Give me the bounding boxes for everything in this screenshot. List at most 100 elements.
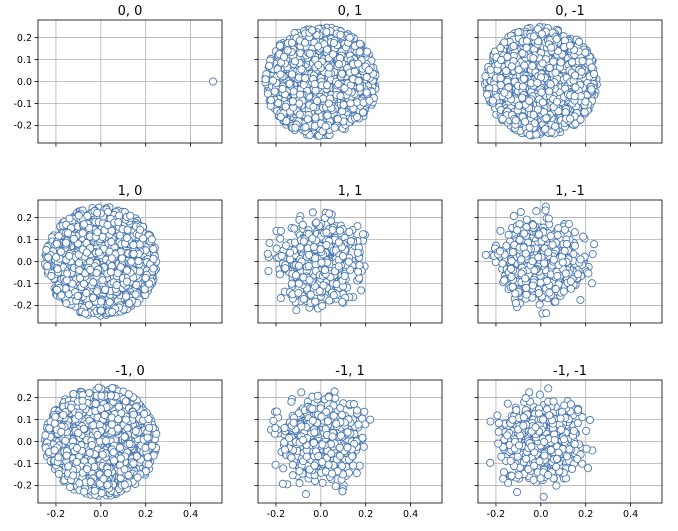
scatter-point [309,102,318,111]
scatter-point [129,240,138,250]
scatter-point [334,262,343,271]
scatter-point [276,70,285,79]
scatter-point [304,250,313,259]
scatter-point [551,297,560,306]
scatter-point [265,238,274,247]
scatter-point [268,76,278,85]
scatter-points [40,203,161,320]
gridlines [38,20,222,143]
scatter-point [496,55,506,65]
y-tick-label: -0.1 [13,99,32,110]
scatter-point [62,299,71,308]
scatter-point [93,228,102,237]
scatter-point [122,292,131,301]
scatter-point [345,227,354,237]
scatter-point [549,255,558,264]
scatter-point [127,257,136,266]
scatter-point [61,238,71,247]
scatter-point [570,228,579,237]
scatter-point [312,218,321,227]
scatter-point [78,229,87,238]
scatter-point [79,220,89,229]
y-tick-label: 0.2 [17,213,32,224]
scatter-point [324,99,333,108]
panel-6: -1, 0-0.2 0.0 0.2 0.40.20.10.0-0.1-0.2 [13,364,223,520]
scatter-point [89,293,98,302]
scatter-point [521,117,530,126]
scatter-point [315,287,324,296]
scatter-point [350,67,359,76]
scatter-point [103,220,112,229]
scatter-point [318,301,327,310]
scatter-point [525,123,534,132]
scatter-point [534,230,544,239]
scatter-point [570,92,579,101]
scatter-point [529,32,538,41]
scatter-point [537,29,546,38]
scatter-point [52,239,61,248]
scatter-point [108,307,117,317]
scatter-point [545,288,554,297]
scatter-point [509,42,518,51]
scatter-point [529,110,538,119]
scatter-point [355,39,365,48]
scatter-point [514,28,523,37]
scatter-point [131,290,140,299]
scatter-point [73,291,82,301]
scatter-point [132,280,141,290]
scatter-point [541,206,550,215]
scatter-point [538,98,547,107]
scatter-point [528,257,537,266]
scatter-point [140,285,149,294]
scatter-point [107,226,116,235]
scatter-point [571,71,580,80]
scatter-point [278,84,287,93]
panel-title: -1, 0 [115,364,145,379]
scatter-point [562,239,571,248]
scatter-point [540,259,549,268]
scatter-point [63,269,72,278]
scatter-point [310,79,319,89]
scatter-point [322,228,331,237]
scatter-point [587,85,596,94]
scatter-point [287,279,296,288]
scatter-point [566,277,575,286]
y-tick-label: 0.0 [17,257,32,268]
scatter-point [488,96,497,105]
scatter-point [508,248,517,257]
scatter-point [511,116,520,125]
scatter-point [149,245,158,254]
scatter-point [338,107,347,116]
scatter-point [335,226,345,235]
scatter-point [277,251,286,260]
scatter-point [560,246,569,255]
scatter-point [534,253,543,262]
y-tick-label: -0.2 [13,121,32,132]
scatter-point [288,97,297,106]
scatter-point [89,278,98,287]
scatter-point [513,226,522,235]
scatter-point [122,266,132,275]
scatter-point [321,122,330,131]
scatter-point [590,240,599,249]
scatter-point [532,207,541,216]
scatter-point [588,249,597,259]
scatter-point [362,88,371,97]
scatter-point [521,249,530,258]
scatter-point [112,281,121,290]
scatter-point [556,58,565,67]
scatter-point [275,41,285,50]
scatter-point [317,258,326,267]
scatter-point [530,119,539,128]
scatter-point [281,241,290,250]
panel-title: 0, -1 [555,4,585,19]
scatter-point [63,228,72,238]
scatter-point [553,271,562,280]
scatter-point [314,60,323,69]
scatter-points [481,202,599,318]
scatter-point [308,234,317,243]
scatter-point [276,294,285,303]
scatter-point [147,235,156,244]
scatter-point [116,263,125,272]
scatter-point [353,248,362,257]
